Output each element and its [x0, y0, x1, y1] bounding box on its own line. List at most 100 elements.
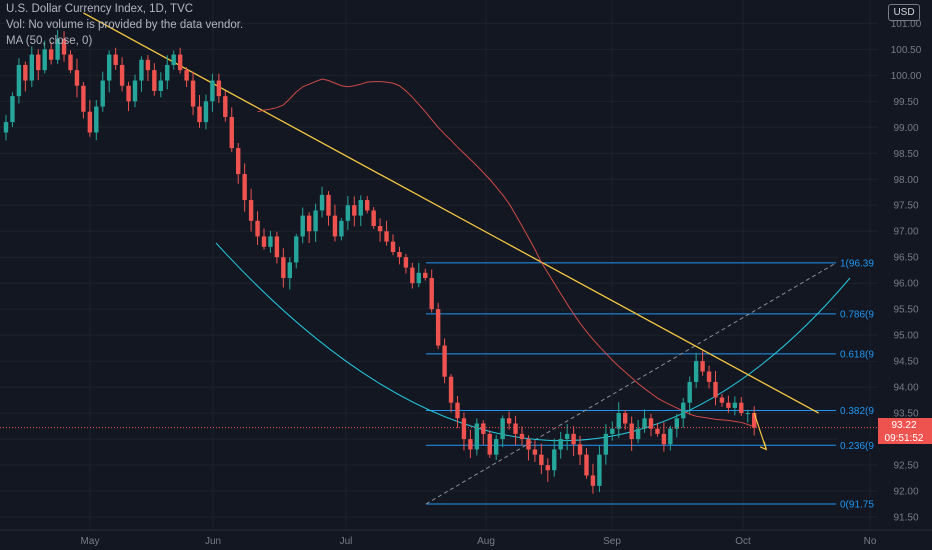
- candle-body: [248, 200, 254, 221]
- candle-body: [610, 428, 615, 434]
- candle-body: [681, 402, 686, 419]
- candle-body: [326, 194, 331, 216]
- trendline[interactable]: [83, 12, 820, 414]
- fib-level-label: 0.786(9: [840, 309, 874, 320]
- candle-body: [113, 54, 118, 65]
- price-axis[interactable]: 91.5092.0092.5093.0093.5094.0094.5095.00…: [878, 0, 932, 550]
- candle-body: [268, 236, 273, 247]
- fib-speed-arc[interactable]: [215, 242, 851, 442]
- ma-polyline: [257, 78, 755, 428]
- candle-body: [365, 200, 370, 211]
- candle-body: [216, 80, 222, 97]
- fib-label-bg: [838, 438, 878, 453]
- candle-body: [171, 54, 176, 65]
- chart-title: U.S. Dollar Currency Index, 1D, TVC: [6, 3, 194, 15]
- price-tick-label: 99.00: [893, 123, 918, 134]
- candle-body: [719, 397, 725, 403]
- fibonacci-retracement[interactable]: [425, 262, 837, 505]
- price-tick-label: 92.50: [893, 461, 918, 472]
- price-tick-label: 95.00: [893, 331, 918, 342]
- candle-body: [481, 423, 486, 434]
- candle-body: [23, 64, 28, 81]
- candle-body: [190, 80, 196, 107]
- candle-body: [223, 96, 228, 117]
- candle-body: [539, 454, 544, 466]
- price-tick-label: 92.00: [893, 487, 918, 498]
- arc-curve: [215, 242, 851, 442]
- price-tick-label: 101.00: [891, 19, 922, 30]
- candle-body: [693, 361, 699, 382]
- candle-body: [448, 376, 454, 403]
- fibonacci-labels: 1(96.39 0.786(9 0.618(9 0.382(9 0.236(9 0(91.…: [838, 255, 878, 512]
- time-tick-label: Sep: [603, 536, 621, 547]
- candle-body: [132, 80, 138, 102]
- candle-body: [36, 54, 41, 71]
- time-tick-label: Aug: [477, 536, 495, 547]
- fib-level-label: 0.618(9: [840, 349, 874, 360]
- candle-body: [294, 236, 299, 263]
- candle-body: [332, 215, 338, 237]
- candle-body: [68, 54, 73, 71]
- candle-body: [261, 236, 267, 247]
- countdown-value: 09:51:52: [885, 433, 924, 444]
- candle-body: [177, 54, 183, 71]
- fib-level-label: 1(96.39: [840, 258, 874, 269]
- candle-body: [455, 402, 460, 419]
- candle-body: [474, 423, 480, 450]
- candle-body: [629, 423, 634, 440]
- price-tick-label: 100.00: [891, 71, 922, 82]
- candle-body: [526, 439, 531, 450]
- candle-body: [242, 174, 247, 201]
- candle-body: [435, 309, 441, 346]
- price-tag-value: 93.22: [891, 420, 916, 431]
- candle-body: [3, 122, 9, 133]
- candle-body: [87, 111, 93, 133]
- time-tick-label: May: [81, 536, 100, 547]
- projection-arrow[interactable]: [753, 412, 768, 451]
- indicator-legend[interactable]: MA (50, close, 0): [6, 35, 93, 47]
- candle-body: [442, 345, 447, 377]
- chart-grid: [0, 0, 878, 530]
- price-tag-box: [878, 418, 932, 431]
- projection-arrowhead: [759, 441, 768, 451]
- candle-body: [203, 101, 209, 123]
- candle-body: [390, 241, 396, 253]
- time-tick-label: Jul: [340, 536, 353, 547]
- fib-level-label: 0.236(9: [840, 441, 874, 452]
- candle-body: [584, 454, 589, 476]
- price-tick-label: 98.00: [893, 175, 918, 186]
- price-tick-label: 91.50: [893, 513, 918, 524]
- time-tick-label: Jun: [205, 536, 221, 547]
- candle-body: [513, 423, 518, 434]
- trendline-segment: [83, 12, 820, 414]
- price-tick-label: 96.50: [893, 253, 918, 264]
- countdown-box: [878, 431, 932, 444]
- candle-body: [306, 215, 312, 232]
- price-tick-label: 100.50: [891, 45, 922, 56]
- candle-body: [642, 418, 647, 429]
- time-axis[interactable]: May Jun Jul Aug Sep Oct No: [0, 529, 932, 550]
- candle-body: [429, 277, 434, 310]
- currency-button[interactable]: USD: [888, 4, 920, 21]
- candle-body: [158, 80, 163, 91]
- candle-body: [687, 381, 692, 403]
- fib-label-bg: [838, 403, 878, 418]
- candle-body: [552, 449, 557, 471]
- candle-body: [590, 475, 596, 486]
- price-tick-label: 98.50: [893, 149, 918, 160]
- candle-body: [500, 418, 505, 440]
- candle-body: [352, 205, 357, 216]
- time-axis-bg: [0, 530, 932, 550]
- fib-label-bg: [838, 346, 878, 361]
- candle-body: [674, 418, 679, 429]
- candle-body: [287, 262, 292, 278]
- candle-body: [107, 54, 112, 81]
- candle-body: [410, 267, 415, 284]
- candle-body: [61, 38, 67, 55]
- candle-body: [506, 418, 512, 424]
- candle-body: [603, 433, 609, 455]
- candle-body: [384, 231, 389, 242]
- candle-body: [139, 59, 144, 81]
- price-axis-bg: [878, 0, 932, 550]
